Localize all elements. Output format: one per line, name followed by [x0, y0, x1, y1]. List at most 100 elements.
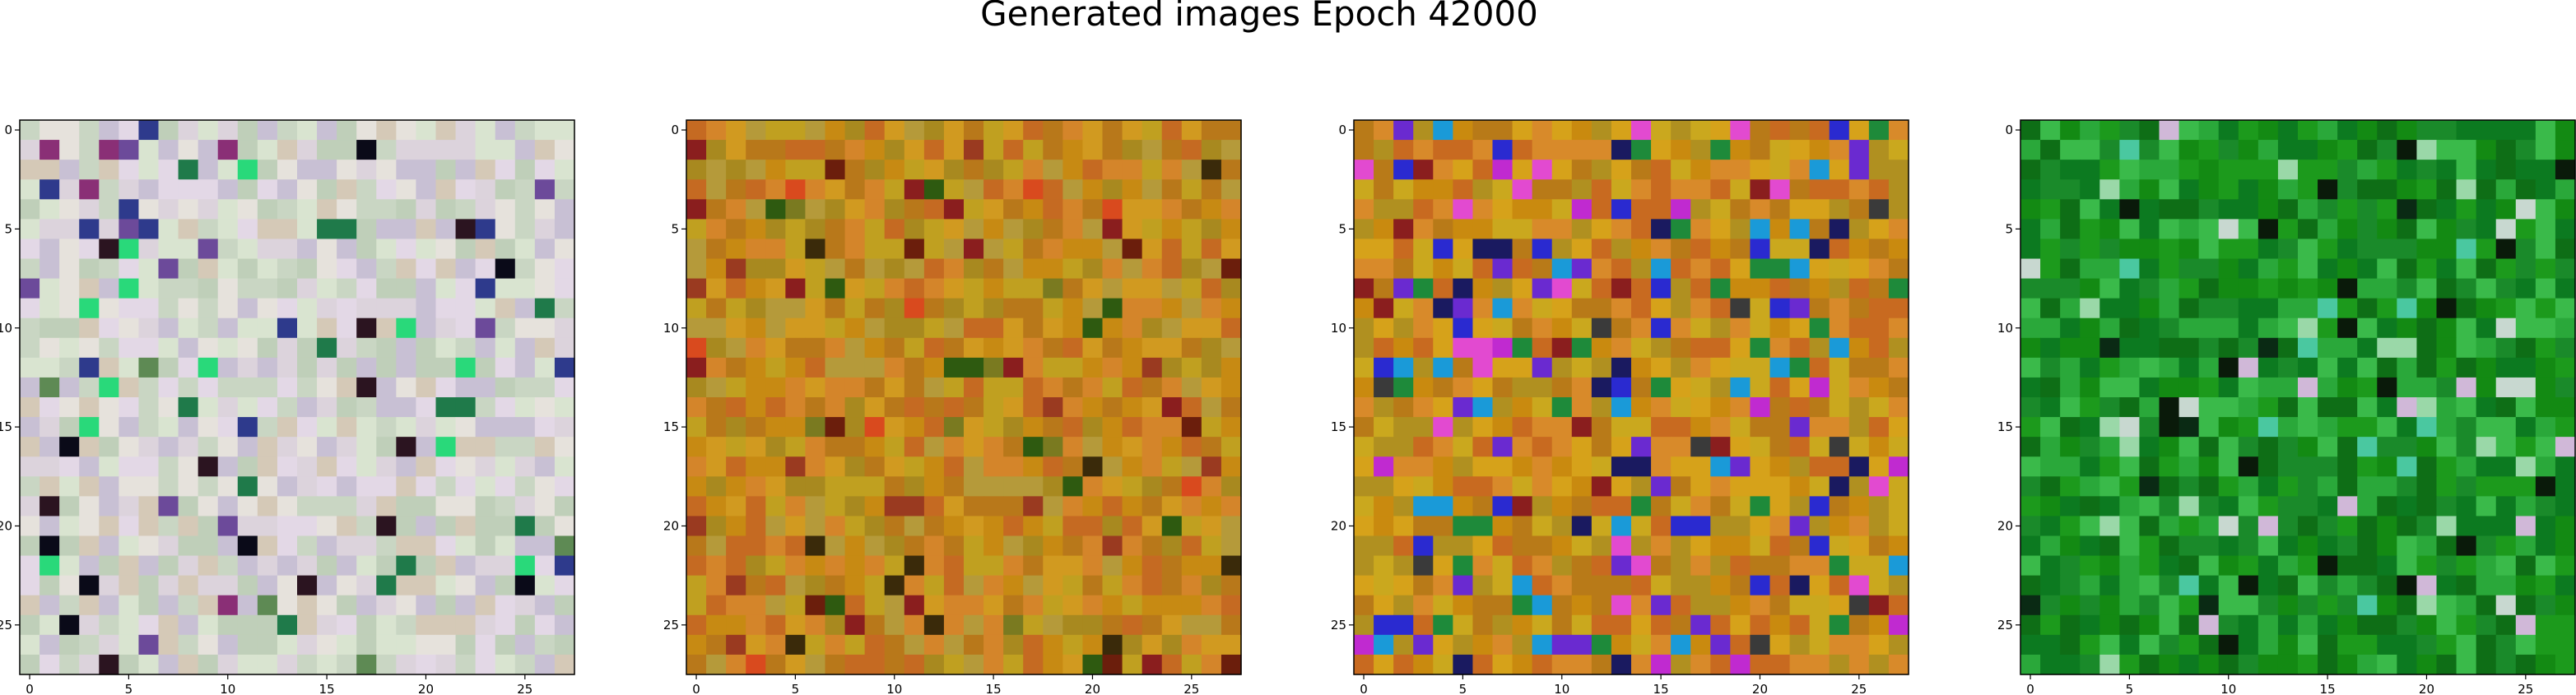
- pixel-cell: [1690, 160, 1711, 180]
- pixel-cell: [1750, 437, 1771, 457]
- pixel-cell: [2040, 239, 2061, 260]
- pixel-cell: [2218, 397, 2239, 418]
- pixel-cell: [2357, 120, 2378, 141]
- pixel-cell: [1631, 614, 1652, 636]
- pixel-cell: [277, 258, 298, 280]
- pixel-cell: [495, 239, 516, 260]
- pixel-cell: [785, 337, 807, 359]
- pixel-cell: [1142, 397, 1163, 418]
- pixel-cell: [99, 555, 119, 577]
- pixel-cell: [1472, 377, 1494, 398]
- pixel-cell: [785, 278, 807, 299]
- pixel-cell: [1043, 199, 1063, 220]
- pixel-cell: [1472, 179, 1494, 200]
- pixel-cell: [1023, 357, 1044, 378]
- pixel-cell: [1393, 614, 1414, 636]
- pixel-cell: [2198, 575, 2220, 596]
- pixel-cell: [1393, 258, 1414, 280]
- pixel-cell: [337, 199, 357, 220]
- pixel-cell: [1453, 614, 1474, 636]
- pixel-cell: [983, 239, 1004, 260]
- pixel-cell: [217, 140, 239, 160]
- pixel-cell: [2099, 476, 2120, 497]
- pixel-cell: [138, 199, 160, 220]
- pixel-cell: [2159, 298, 2180, 319]
- pixel-cell: [2119, 496, 2141, 517]
- pixel-cell: [1492, 634, 1514, 656]
- pixel-cell: [964, 140, 984, 160]
- pixel-cell: [475, 337, 496, 359]
- pixel-cell: [40, 614, 60, 636]
- pixel-cell: [2476, 417, 2497, 438]
- pixel-cell: [1789, 337, 1811, 359]
- pixel-cell: [1551, 516, 1573, 537]
- pixel-cell: [2139, 595, 2160, 616]
- pixel-cell: [1062, 120, 1084, 141]
- pixel-cell: [2377, 317, 2397, 339]
- pixel-cell: [1532, 337, 1553, 359]
- pixel-cell: [1374, 535, 1394, 557]
- pixel-cell: [1571, 357, 1593, 378]
- pixel-cell: [119, 614, 140, 636]
- pixel-cell: [2298, 357, 2318, 378]
- pixel-cell: [2080, 219, 2100, 240]
- pixel-cell: [2198, 140, 2220, 160]
- pixel-cell: [2298, 377, 2318, 398]
- pixel-cell: [1472, 317, 1494, 339]
- pixel-cell: [1393, 654, 1414, 675]
- pixel-cell: [2218, 476, 2239, 497]
- pixel-cell: [198, 496, 219, 517]
- pixel-cell: [726, 160, 746, 180]
- pixel-cell: [396, 179, 417, 200]
- pixel-cell: [138, 258, 160, 280]
- pixel-cell: [2080, 199, 2100, 220]
- pixel-cell: [2357, 555, 2378, 577]
- pixel-cell: [59, 595, 80, 616]
- pixel-cell: [2515, 575, 2536, 596]
- pixel-cell: [495, 456, 516, 477]
- pixel-cell: [983, 298, 1004, 319]
- pixel-cell: [825, 317, 846, 339]
- pixel-cell: [2198, 160, 2220, 180]
- pixel-cell: [964, 337, 984, 359]
- pixel-cell: [726, 456, 746, 477]
- pixel-cell: [1413, 437, 1434, 457]
- pixel-cell: [297, 397, 318, 418]
- pixel-cell: [1671, 516, 1691, 537]
- pixel-cell: [297, 437, 318, 457]
- pixel-cell: [2397, 654, 2418, 675]
- pixel-cell: [514, 317, 536, 339]
- pixel-cell: [59, 199, 80, 220]
- pixel-cell: [356, 417, 377, 438]
- pixel-cell: [1221, 555, 1242, 577]
- pixel-cell: [198, 456, 219, 477]
- pixel-cell: [1102, 397, 1123, 418]
- pixel-cell: [1769, 317, 1791, 339]
- pixel-cell: [396, 417, 417, 438]
- pixel-cell: [2357, 535, 2378, 557]
- pixel-cell: [99, 199, 119, 220]
- pixel-cell: [257, 397, 278, 418]
- pixel-cell: [1591, 357, 1612, 378]
- pixel-cell: [2337, 575, 2358, 596]
- pixel-cell: [1591, 516, 1612, 537]
- pixel-cell: [1730, 179, 1751, 200]
- pixel-cell: [1102, 239, 1123, 260]
- pixel-cell: [257, 377, 278, 398]
- pixel-cell: [864, 199, 886, 220]
- pixel-cell: [2397, 317, 2418, 339]
- pixel-cell: [1003, 595, 1024, 616]
- pixel-cell: [158, 476, 179, 497]
- pixel-cell: [1829, 634, 1850, 656]
- pixel-cell: [79, 140, 100, 160]
- pixel-cell: [1690, 239, 1711, 260]
- pixel-cell: [2099, 160, 2120, 180]
- pixel-cell: [1631, 654, 1652, 675]
- pixel-cell: [40, 160, 60, 180]
- pixel-cell: [1671, 575, 1691, 596]
- pixel-cell: [119, 357, 140, 378]
- pixel-cell: [686, 239, 707, 260]
- pixel-cell: [40, 298, 60, 319]
- pixel-cell: [2436, 140, 2457, 160]
- pixel-cell: [785, 614, 807, 636]
